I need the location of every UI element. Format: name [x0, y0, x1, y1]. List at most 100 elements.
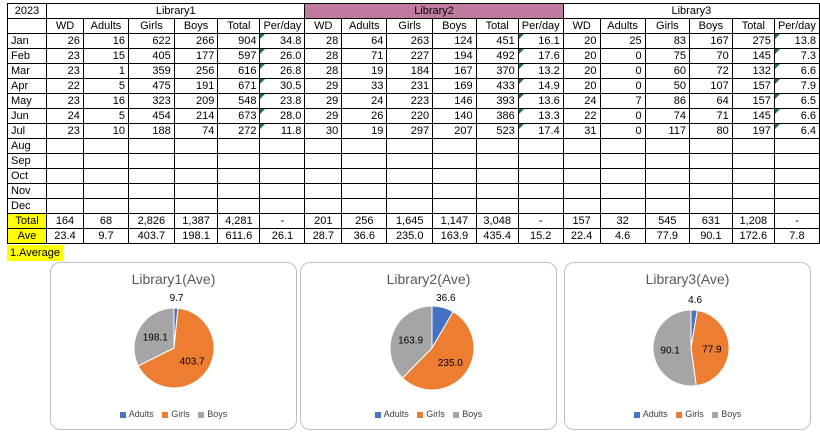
table-cell: [341, 153, 388, 169]
table-cell: 475: [128, 78, 175, 94]
table-cell: 188: [128, 123, 175, 139]
table-cell: 23: [46, 123, 84, 139]
total-label: Total: [6, 213, 48, 229]
month-label: Feb: [6, 48, 48, 64]
table-row: Jan 26 16 622 266 904 34.8 28 64 263 124 451 16.1 20 2…: [6, 33, 820, 49]
month-label: Apr: [6, 78, 48, 94]
data-label-girls: 235.0: [438, 358, 463, 369]
chart-legend: Adults Girls Boys: [51, 409, 296, 419]
table-cell: 31: [562, 123, 601, 139]
ave-row: Ave 23.4 9.7 403.7 198.1 611.6 26.1 28.7 36.6 235…: [6, 228, 820, 244]
total-cell: 631: [689, 213, 733, 229]
pie-plot-area: 9.7 403.7 198.1: [133, 293, 215, 389]
table-cell: [731, 198, 775, 214]
month-label: Sep: [6, 153, 48, 169]
table-cell: [599, 168, 646, 184]
table-cell: [562, 198, 601, 214]
table-cell: 405: [128, 48, 175, 64]
ave-cell: 435.4: [475, 228, 519, 244]
table-cell: 191: [173, 78, 219, 94]
ave-cell: 198.1: [173, 228, 219, 244]
table-cell: 0: [599, 78, 646, 94]
table-cell: [82, 153, 130, 169]
table-cell: [259, 138, 306, 154]
table-cell: [173, 153, 219, 169]
pie-slice-boys: [389, 305, 433, 379]
total-cell: 68: [82, 213, 130, 229]
table-cell: [432, 153, 477, 169]
table-cell: [475, 183, 519, 199]
table-cell: [173, 198, 219, 214]
column-header: Girls: [644, 18, 691, 34]
table-cell: 64: [689, 93, 733, 109]
table-cell: [599, 198, 646, 214]
table-cell: 223: [386, 93, 434, 109]
table-cell: 184: [386, 63, 434, 79]
ave-cell: 77.9: [644, 228, 691, 244]
table-cell: [562, 153, 601, 169]
legend-girls: Girls: [676, 409, 704, 419]
pie-slice-boys: [652, 309, 697, 387]
table-cell: 370: [475, 63, 519, 79]
legend-label: Boys: [721, 409, 742, 419]
table-cell: 7.9: [773, 78, 820, 94]
table-cell: [517, 153, 564, 169]
table-cell: [217, 168, 261, 184]
table-cell: [731, 183, 775, 199]
table-cell: [46, 138, 84, 154]
column-header: Per/day: [773, 18, 820, 34]
table-cell: 214: [173, 108, 219, 124]
table-cell: 124: [432, 33, 477, 49]
table-cell: [128, 138, 175, 154]
table-cell: 323: [128, 93, 175, 109]
table-cell: 597: [217, 48, 261, 64]
table-cell: [82, 168, 130, 184]
ave-cell: 163.9: [432, 228, 477, 244]
legend-swatch: [417, 411, 424, 418]
table-cell: [217, 153, 261, 169]
table-cell: 145: [731, 48, 775, 64]
data-label-girls: 403.7: [180, 356, 205, 367]
column-header: Boys: [432, 18, 477, 34]
table-cell: 673: [217, 108, 261, 124]
ave-cell: 235.0: [386, 228, 434, 244]
ave-cell: 172.6: [731, 228, 775, 244]
table-cell: [259, 153, 306, 169]
table-cell: [689, 138, 733, 154]
month-label: Jan: [6, 33, 48, 49]
table-cell: 72: [689, 63, 733, 79]
table-row: Dec: [6, 198, 820, 214]
table-cell: 0: [599, 63, 646, 79]
table-cell: 20: [562, 78, 601, 94]
column-header: WD: [46, 18, 84, 34]
table-cell: 71: [341, 48, 388, 64]
table-cell: 23: [46, 93, 84, 109]
table-cell: 23: [46, 63, 84, 79]
column-header: Per/day: [259, 18, 306, 34]
table-cell: 0: [599, 108, 646, 124]
table-cell: 140: [432, 108, 477, 124]
legend-label: Girls: [685, 409, 704, 419]
table-cell: [341, 138, 388, 154]
table-row: Sep: [6, 153, 820, 169]
ave-cell: 22.4: [562, 228, 601, 244]
ave-label: Ave: [6, 228, 48, 244]
table-cell: 263: [386, 33, 434, 49]
table-cell: 5: [82, 78, 130, 94]
legend-swatch: [633, 411, 640, 418]
table-cell: 167: [432, 63, 477, 79]
table-cell: [173, 183, 219, 199]
table-cell: 169: [432, 78, 477, 94]
table-cell: 107: [689, 78, 733, 94]
table-cell: 11.8: [259, 123, 306, 139]
library-header-row: 2023 Library1 Library2 Library3: [6, 3, 820, 19]
table-cell: 33: [341, 78, 388, 94]
table-cell: 74: [644, 108, 691, 124]
legend-swatch: [374, 411, 381, 418]
table-cell: [644, 138, 691, 154]
table-cell: [304, 138, 343, 154]
table-cell: [217, 138, 261, 154]
legend-label: Adults: [383, 409, 409, 419]
legend-adults: Adults: [374, 409, 409, 419]
legend-swatch: [676, 411, 683, 418]
